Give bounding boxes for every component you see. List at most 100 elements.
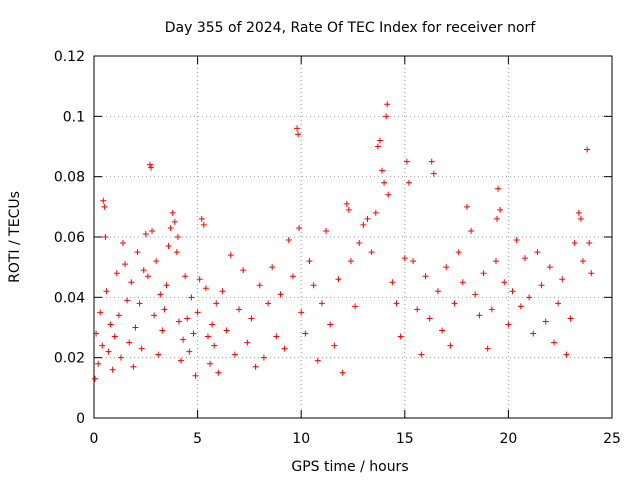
data-point bbox=[155, 351, 162, 358]
data-point bbox=[343, 200, 350, 207]
data-point bbox=[175, 318, 182, 325]
data-point bbox=[550, 339, 557, 346]
data-point bbox=[302, 330, 309, 337]
data-point bbox=[306, 258, 313, 265]
data-point bbox=[383, 113, 390, 120]
data-point bbox=[99, 342, 106, 349]
x-tick-label: 5 bbox=[193, 431, 202, 447]
data-point bbox=[281, 345, 288, 352]
data-point bbox=[374, 143, 381, 150]
data-point bbox=[171, 218, 178, 225]
data-point bbox=[204, 333, 211, 340]
data-point bbox=[200, 221, 207, 228]
data-point bbox=[159, 327, 166, 334]
data-point bbox=[517, 303, 524, 310]
x-tick-label: 25 bbox=[603, 431, 621, 447]
x-tick-label: 15 bbox=[396, 431, 414, 447]
data-point bbox=[130, 363, 137, 370]
data-point bbox=[273, 333, 280, 340]
data-point bbox=[136, 300, 143, 307]
data-point bbox=[571, 240, 578, 247]
data-point bbox=[144, 273, 151, 280]
data-point bbox=[538, 282, 545, 289]
data-point bbox=[101, 203, 108, 210]
data-point bbox=[146, 161, 153, 168]
data-point bbox=[120, 240, 127, 247]
data-point bbox=[372, 209, 379, 216]
data-point bbox=[252, 363, 259, 370]
data-point bbox=[277, 291, 284, 298]
data-point bbox=[213, 300, 220, 307]
data-point bbox=[223, 327, 230, 334]
y-tick-label: 0.06 bbox=[54, 230, 85, 246]
data-point bbox=[542, 318, 549, 325]
data-point bbox=[167, 224, 174, 231]
data-point bbox=[403, 158, 410, 165]
data-point bbox=[393, 300, 400, 307]
data-point bbox=[188, 294, 195, 301]
data-point bbox=[196, 276, 203, 283]
data-point bbox=[488, 306, 495, 313]
data-point bbox=[126, 339, 133, 346]
data-point bbox=[182, 273, 189, 280]
data-point bbox=[298, 309, 305, 316]
data-point bbox=[227, 252, 234, 259]
data-point bbox=[567, 315, 574, 322]
data-points bbox=[92, 101, 595, 382]
data-point bbox=[526, 294, 533, 301]
y-tick-label: 0.04 bbox=[54, 290, 85, 306]
data-point bbox=[405, 179, 412, 186]
y-tick-label: 0.02 bbox=[54, 351, 85, 367]
data-point bbox=[174, 234, 181, 240]
data-point bbox=[468, 227, 475, 234]
data-point bbox=[138, 345, 145, 352]
data-point bbox=[368, 249, 375, 256]
data-point bbox=[384, 101, 391, 108]
data-point bbox=[165, 243, 172, 250]
data-point bbox=[513, 237, 520, 244]
data-point bbox=[147, 164, 154, 171]
grid bbox=[94, 56, 612, 418]
data-point bbox=[142, 230, 149, 237]
data-point bbox=[534, 249, 541, 256]
data-point bbox=[443, 264, 450, 271]
y-tick-label: 0.12 bbox=[54, 49, 85, 65]
data-point bbox=[494, 215, 501, 222]
data-point bbox=[484, 345, 491, 352]
data-point bbox=[240, 267, 247, 274]
data-point bbox=[111, 333, 118, 340]
data-point bbox=[173, 249, 180, 256]
chart-title: Day 355 of 2024, Rate Of TEC Index for r… bbox=[165, 20, 537, 36]
data-point bbox=[579, 258, 586, 265]
data-point bbox=[418, 351, 425, 358]
data-point bbox=[428, 158, 435, 165]
data-point bbox=[192, 372, 199, 379]
y-tick-label: 0.08 bbox=[54, 170, 85, 186]
data-point bbox=[430, 170, 437, 177]
data-point bbox=[163, 282, 170, 289]
data-point bbox=[215, 369, 222, 376]
data-point bbox=[451, 300, 458, 307]
data-point bbox=[501, 279, 508, 286]
data-point bbox=[294, 125, 301, 132]
data-point bbox=[95, 360, 102, 367]
data-point bbox=[285, 237, 292, 244]
data-point bbox=[492, 258, 499, 265]
y-tick-label: 0.1 bbox=[63, 109, 85, 125]
data-point bbox=[178, 357, 185, 364]
data-point bbox=[180, 336, 187, 343]
data-point bbox=[157, 291, 164, 298]
data-point bbox=[401, 255, 408, 262]
data-point bbox=[455, 249, 462, 256]
data-point bbox=[140, 267, 147, 274]
data-point bbox=[124, 297, 131, 304]
data-point bbox=[505, 321, 512, 328]
data-point bbox=[92, 375, 99, 382]
data-point bbox=[153, 258, 160, 265]
data-point bbox=[476, 312, 483, 319]
data-point bbox=[161, 306, 168, 313]
data-point bbox=[360, 221, 367, 228]
data-point bbox=[115, 312, 122, 319]
data-point bbox=[426, 315, 433, 322]
x-tick-label: 10 bbox=[292, 431, 310, 447]
